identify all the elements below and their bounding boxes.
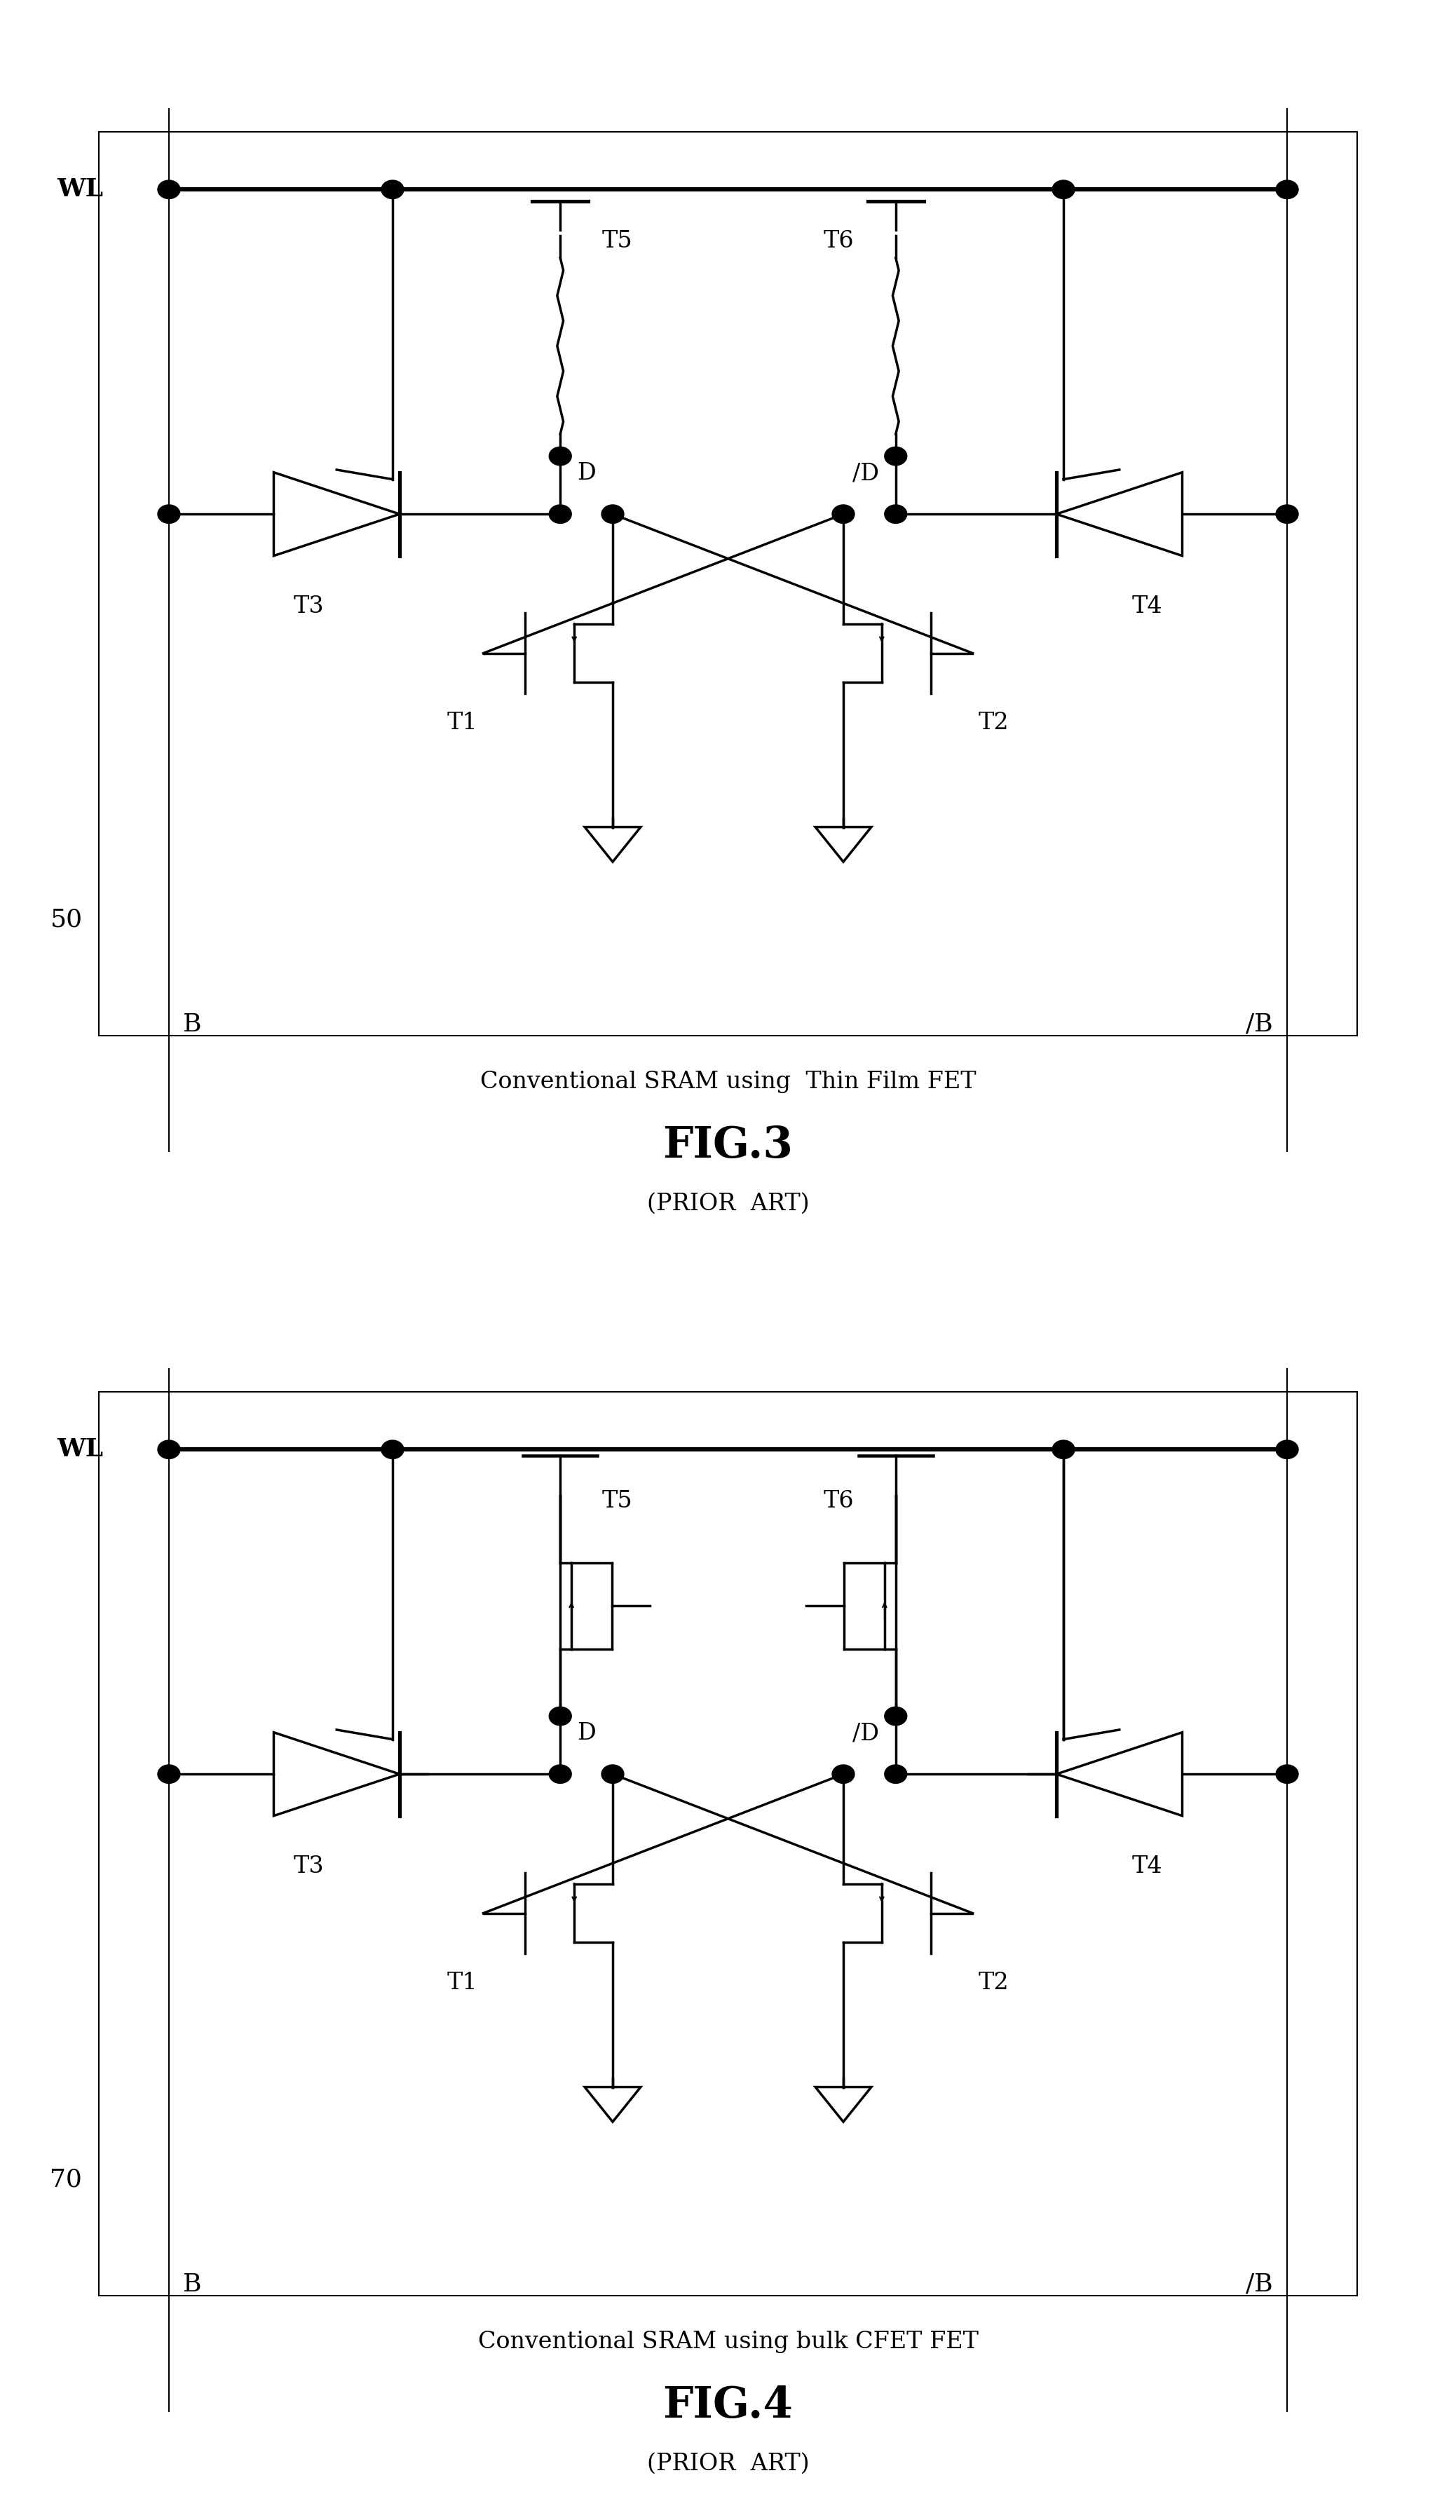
Text: (PRIOR  ART): (PRIOR ART) xyxy=(646,1192,810,1215)
Text: /B: /B xyxy=(1246,1013,1273,1036)
Text: T4: T4 xyxy=(1133,1855,1162,1877)
Circle shape xyxy=(885,446,907,466)
Text: B: B xyxy=(183,1013,201,1036)
Text: T5: T5 xyxy=(603,229,633,252)
Text: T3: T3 xyxy=(293,595,325,617)
Circle shape xyxy=(549,504,571,524)
Text: T2: T2 xyxy=(978,711,1009,733)
Bar xyxy=(99,1391,1357,2296)
Circle shape xyxy=(601,504,623,524)
Circle shape xyxy=(601,1764,623,1784)
Circle shape xyxy=(1275,1441,1299,1459)
Circle shape xyxy=(1275,181,1299,199)
Text: WL: WL xyxy=(57,1436,103,1462)
Text: T3: T3 xyxy=(293,1855,325,1877)
Text: D: D xyxy=(577,1721,596,1744)
Circle shape xyxy=(1053,181,1075,199)
Text: Conventional SRAM using bulk CFET FET: Conventional SRAM using bulk CFET FET xyxy=(478,2331,978,2354)
Circle shape xyxy=(833,1764,855,1784)
Circle shape xyxy=(157,1764,181,1784)
Text: D: D xyxy=(577,461,596,484)
Circle shape xyxy=(157,1441,181,1459)
Circle shape xyxy=(885,1706,907,1726)
Circle shape xyxy=(549,1764,571,1784)
Circle shape xyxy=(885,1764,907,1784)
Text: WL: WL xyxy=(57,176,103,202)
Text: 50: 50 xyxy=(50,907,83,932)
Text: T2: T2 xyxy=(978,1971,1009,1993)
Text: T1: T1 xyxy=(447,1971,478,1993)
Text: T6: T6 xyxy=(823,1489,853,1512)
Circle shape xyxy=(1275,504,1299,524)
Text: T5: T5 xyxy=(603,1489,633,1512)
Circle shape xyxy=(833,504,855,524)
Circle shape xyxy=(1275,1764,1299,1784)
Text: B: B xyxy=(183,2273,201,2296)
Circle shape xyxy=(381,181,403,199)
Text: 70: 70 xyxy=(50,2167,82,2192)
Circle shape xyxy=(1053,1441,1075,1459)
Text: /D: /D xyxy=(852,461,879,484)
Text: /D: /D xyxy=(852,1721,879,1744)
Text: T4: T4 xyxy=(1133,595,1162,617)
Circle shape xyxy=(157,181,181,199)
Text: (PRIOR  ART): (PRIOR ART) xyxy=(646,2452,810,2475)
Text: T1: T1 xyxy=(447,711,478,733)
Text: FIG.4: FIG.4 xyxy=(662,2384,794,2427)
Circle shape xyxy=(381,1441,403,1459)
Circle shape xyxy=(549,1706,571,1726)
Text: FIG.3: FIG.3 xyxy=(662,1124,794,1167)
Text: T6: T6 xyxy=(823,229,853,252)
Circle shape xyxy=(885,504,907,524)
Text: /B: /B xyxy=(1246,2273,1273,2296)
Bar xyxy=(99,131,1357,1036)
Text: Conventional SRAM using  Thin Film FET: Conventional SRAM using Thin Film FET xyxy=(480,1071,976,1094)
Circle shape xyxy=(549,446,571,466)
Circle shape xyxy=(157,504,181,524)
